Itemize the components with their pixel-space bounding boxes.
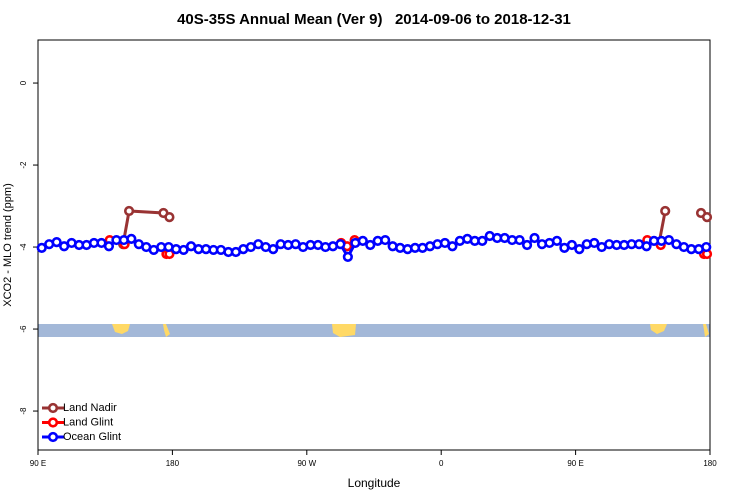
- point: [126, 233, 137, 244]
- point: [551, 235, 563, 246]
- x-tick-label: 90 E: [567, 459, 583, 468]
- x-tick-label: 90 W: [297, 459, 316, 468]
- point: [380, 234, 391, 246]
- y-tick-label: -4: [19, 243, 28, 251]
- point: [335, 239, 346, 250]
- legend-marker: [47, 417, 59, 428]
- point: [342, 251, 353, 262]
- legend-marker: [47, 402, 59, 414]
- legend-label: Ocean Glint: [63, 431, 121, 443]
- point: [365, 239, 376, 251]
- land-blob: [112, 324, 130, 334]
- x-tick-label: 180: [166, 459, 180, 468]
- point: [164, 212, 175, 223]
- point: [521, 239, 533, 251]
- legend-label: Land Nadir: [63, 402, 117, 414]
- point: [701, 241, 712, 253]
- land-mask: [38, 324, 710, 337]
- x-axis-label: Longitude: [348, 476, 401, 490]
- y-tick-label: -8: [19, 407, 28, 415]
- point: [178, 244, 189, 256]
- legend-marker: [47, 431, 59, 443]
- y-tick-label: -6: [19, 325, 28, 333]
- point: [268, 244, 279, 255]
- land-blob: [703, 324, 709, 337]
- y-tick-label: -2: [19, 161, 28, 169]
- point: [566, 239, 577, 251]
- x-tick-label: 180: [703, 459, 717, 468]
- point: [357, 235, 368, 246]
- point: [123, 205, 135, 217]
- point: [447, 241, 458, 252]
- point: [529, 232, 540, 244]
- y-tick-label: 0: [19, 80, 28, 85]
- point: [574, 244, 585, 255]
- point: [103, 241, 115, 252]
- x-tick-label: 0: [439, 459, 444, 468]
- chart-title: 40S-35S Annual Mean (Ver 9) 2014-09-06 t…: [177, 11, 571, 28]
- land-blob: [650, 324, 667, 334]
- point: [36, 242, 47, 253]
- land-blob: [163, 324, 170, 337]
- land-mask-band: [38, 324, 710, 337]
- land-blob: [332, 324, 356, 337]
- point: [477, 235, 488, 246]
- point: [51, 237, 62, 248]
- point: [514, 234, 525, 246]
- point: [701, 212, 713, 223]
- point: [641, 241, 652, 252]
- legend-label: Land Glint: [63, 416, 113, 428]
- x-tick-label: 90 E: [30, 459, 46, 468]
- point: [663, 234, 675, 246]
- series-line: [121, 209, 708, 245]
- point: [660, 205, 671, 217]
- y-axis-label: XCO2 - MLO trend (ppm): [2, 183, 14, 306]
- point: [589, 237, 600, 249]
